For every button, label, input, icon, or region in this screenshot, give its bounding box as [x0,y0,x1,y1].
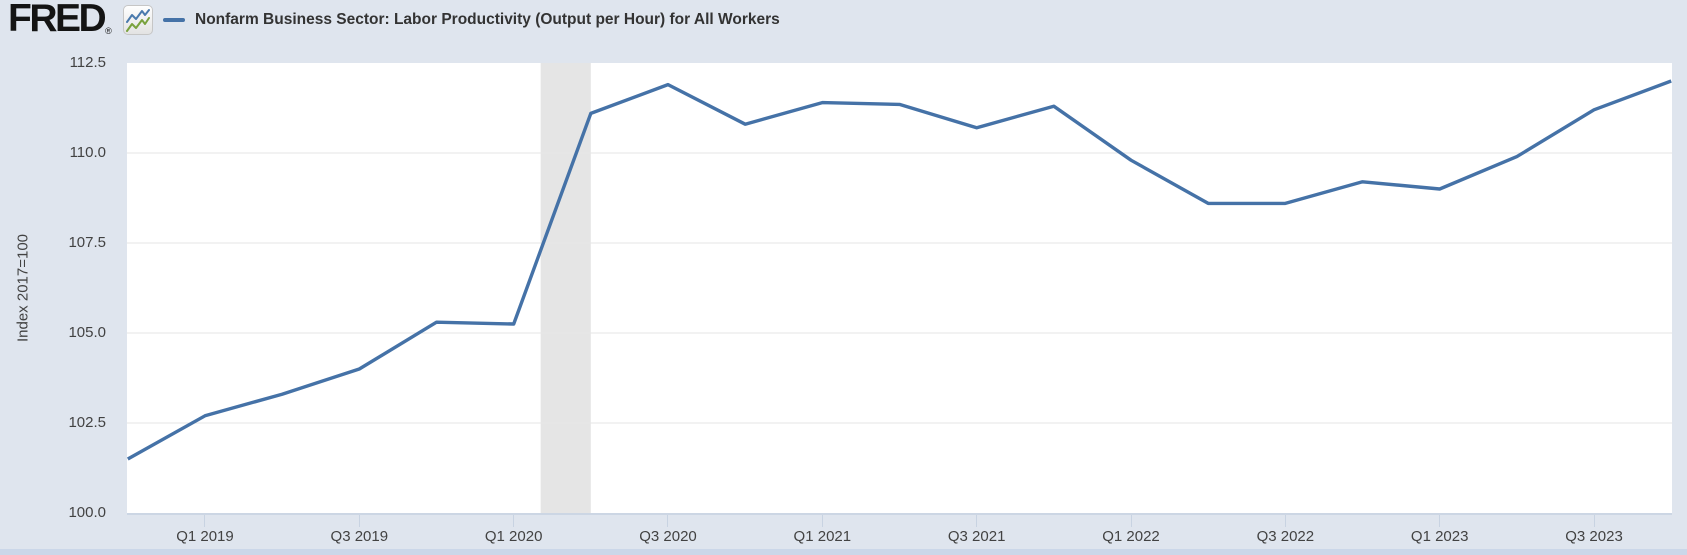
y-tick-label: 107.5 [68,234,106,251]
bottom-accent-bar [0,549,1687,555]
chart-canvas [127,63,1672,513]
chart-line-icon [123,5,153,35]
y-axis-title: Index 2017=100 [14,233,32,343]
x-tick-label: Q3 2023 [1565,528,1623,545]
x-tick-mark [513,515,515,527]
y-tick-label: 100.0 [68,504,106,521]
x-tick-label: Q1 2023 [1410,528,1469,545]
plot-area[interactable] [127,63,1672,515]
x-tick-mark [1439,515,1441,527]
x-tick-mark [821,515,823,527]
x-tick-mark [1593,515,1595,527]
y-tick-label: 110.0 [69,144,106,161]
fred-logo-text: FRED [8,0,107,40]
chart-legend: Nonfarm Business Sector: Labor Productiv… [163,0,780,40]
x-tick-label: Q1 2021 [793,528,852,545]
icon-green-sparkline [126,17,150,32]
x-tick-label: Q3 2020 [639,528,697,545]
x-tick-mark [667,515,669,527]
legend-series-label[interactable]: Nonfarm Business Sector: Labor Productiv… [195,11,780,28]
x-tick-label: Q1 2020 [484,528,543,545]
x-tick-mark [358,515,360,527]
legend-line-swatch [163,18,185,22]
y-tick-label: 105.0 [68,324,106,341]
x-tick-mark [1284,515,1286,527]
registered-trademark: ® [105,26,112,36]
x-tick-mark [1130,515,1132,527]
y-tick-label: 112.5 [69,54,106,71]
y-tick-label: 102.5 [68,414,106,431]
x-tick-mark [204,515,206,527]
x-tick-label: Q3 2021 [947,528,1006,545]
fred-logo[interactable]: FRED ® [8,0,112,40]
x-tick-label: Q1 2022 [1102,528,1160,545]
x-tick-label: Q3 2022 [1256,528,1315,545]
data-line[interactable] [127,79,1672,461]
x-tick-mark [976,515,978,527]
icon-blue-sparkline [126,9,150,23]
x-tick-label: Q1 2019 [176,528,234,545]
x-tick-label: Q3 2019 [330,528,389,545]
